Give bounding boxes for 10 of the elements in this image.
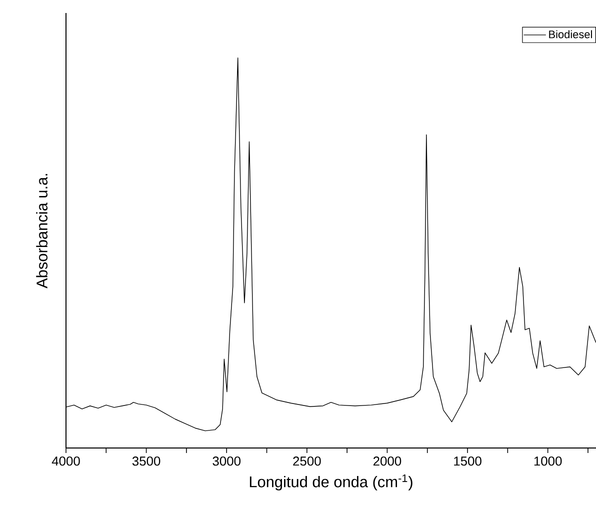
x-tick-label: 2000 xyxy=(373,456,402,466)
x-tick-label: 1500 xyxy=(454,456,482,466)
x-tick-label: 3500 xyxy=(132,456,160,466)
x-axis-title: Longitud de onda (cm$^{-1}$) xyxy=(250,474,412,490)
x-tick-label: 2500 xyxy=(293,456,321,466)
legend-label: Biodiesel xyxy=(549,30,592,38)
x-tick-label: 1000 xyxy=(534,456,562,466)
x-tick-label: 3000 xyxy=(212,456,240,466)
y-axis-title: Absorbancia u.a. xyxy=(36,174,48,288)
x-tick-label: 4000 xyxy=(52,456,80,466)
